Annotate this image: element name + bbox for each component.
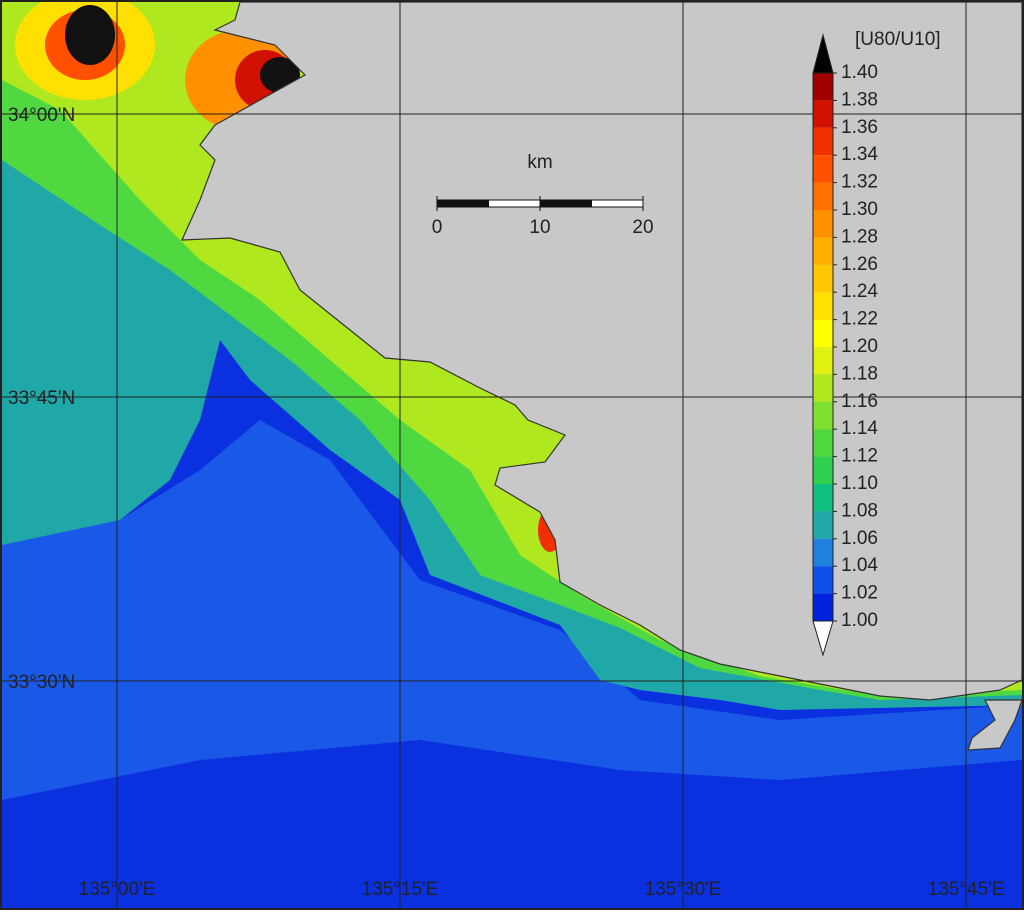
lat-label: 33°45'N (8, 388, 75, 409)
colorbar-bin (813, 511, 833, 539)
colorbar-bin (813, 100, 833, 128)
colorbar-bin (813, 456, 833, 484)
colorbar-bin (813, 127, 833, 156)
scale-label: 0 (432, 217, 443, 238)
colorbar-label: 1.32 (841, 172, 878, 193)
scale-unit: km (527, 152, 552, 173)
lon-label: 135°15'E (362, 879, 439, 900)
colorbar-label: 1.20 (841, 336, 878, 357)
colorbar-bin (813, 210, 833, 238)
mid-shelf (2, 420, 1022, 800)
colorbar-label: 1.10 (841, 473, 878, 494)
colorbar-bin (813, 237, 833, 265)
land (967, 699, 1023, 751)
colorbar-label: 1.38 (841, 89, 878, 110)
colorbar-bin (813, 538, 833, 567)
colorbar-title: [U80/U10] (855, 29, 941, 50)
lat-label: 33°30'N (8, 672, 75, 693)
lon-label: 135°30'E (645, 879, 722, 900)
colorbar-bin (813, 566, 833, 594)
scale-segment (591, 199, 644, 208)
colorbar-bin (813, 155, 833, 183)
colorbar-bin (813, 319, 833, 347)
colorbar-bin (813, 374, 833, 402)
colorbar-label: 1.36 (841, 117, 878, 138)
colorbar-label: 1.30 (841, 199, 878, 220)
colorbar-bin (813, 347, 833, 375)
colorbar-bin (813, 484, 833, 512)
colorbar-label: 1.40 (841, 62, 878, 83)
colorbar-bin (813, 429, 833, 457)
colorbar-label: 1.00 (841, 610, 878, 631)
scale-label: 10 (529, 217, 550, 238)
scale-segment (539, 199, 592, 208)
scale-segment (488, 199, 541, 208)
scale-label: 20 (632, 217, 653, 238)
colorbar-label: 1.26 (841, 254, 878, 275)
lon-label: 135°00'E (79, 879, 156, 900)
colorbar-label: 1.14 (841, 418, 878, 439)
lat-label: 34°00'N (8, 105, 75, 126)
colorbar-bin (813, 182, 833, 210)
colorbar-label: 1.24 (841, 281, 878, 302)
land (181, 1, 1023, 701)
colorbar-label: 1.02 (841, 583, 878, 604)
colorbar-bin (813, 73, 833, 101)
colorbar-label: 1.06 (841, 528, 878, 549)
colorbar-label: 1.16 (841, 391, 878, 412)
colorbar-bin (813, 292, 833, 320)
colorbar-label: 1.28 (841, 226, 878, 247)
colorbar-label: 1.22 (841, 309, 878, 330)
colorbar-label: 1.18 (841, 363, 878, 384)
hotspot (65, 5, 115, 65)
lon-label: 135°45'E (928, 879, 1005, 900)
scale-segment (436, 199, 489, 208)
colorbar-bin (813, 401, 833, 430)
colorbar-label: 1.08 (841, 500, 878, 521)
colorbar-bin (813, 264, 833, 293)
colorbar-label: 1.34 (841, 144, 878, 165)
colorbar-label: 1.12 (841, 446, 878, 467)
colorbar-bin (813, 593, 833, 621)
colorbar-label: 1.04 (841, 555, 878, 576)
